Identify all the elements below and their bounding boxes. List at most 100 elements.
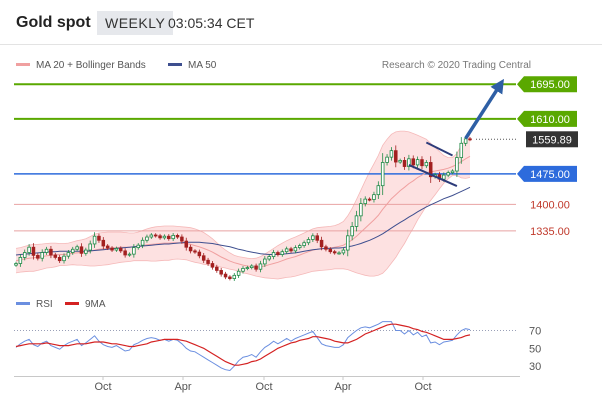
candle-down <box>332 251 337 254</box>
candle-up <box>398 160 402 163</box>
candle-down <box>468 138 472 141</box>
candle-up <box>337 252 341 255</box>
candle-down <box>184 240 189 248</box>
candle-up <box>372 194 376 200</box>
candle-up <box>293 247 298 252</box>
candle-up <box>376 185 381 196</box>
candle-up <box>311 235 315 240</box>
legend-rsi-label: RSI <box>36 299 53 310</box>
support-label: 1400.00 <box>530 199 570 211</box>
candle-up <box>455 157 459 172</box>
ma50-line <box>15 186 471 256</box>
rsi-axis-label: 30 <box>529 361 541 373</box>
pivot-tag <box>517 165 577 182</box>
period-selector[interactable]: WEEKLY <box>97 11 174 35</box>
candle-up <box>245 267 250 269</box>
bollinger-upper-line <box>15 130 471 260</box>
candle-down <box>31 246 36 256</box>
candle-up <box>459 142 464 158</box>
candle-down <box>223 273 228 278</box>
candle-down <box>101 239 106 247</box>
candle-up <box>407 158 411 167</box>
rsi-axis-label: 50 <box>529 343 541 355</box>
candle-down <box>428 162 433 178</box>
candle-down <box>105 245 110 249</box>
candle-up <box>88 243 92 251</box>
candle-down <box>420 159 424 167</box>
candle-down <box>289 248 293 252</box>
candle-up <box>380 162 385 187</box>
candle-up <box>241 268 245 272</box>
candle-down <box>119 248 123 252</box>
resistance-label: 1695.00 <box>530 79 570 91</box>
candle-down <box>319 239 324 248</box>
candle-down <box>97 235 101 241</box>
rsi-line <box>15 321 471 372</box>
candle-up <box>249 265 254 268</box>
candle-up <box>306 239 311 244</box>
candle-up <box>389 150 394 158</box>
candle-down <box>175 234 180 238</box>
candle-down <box>394 150 398 163</box>
x-axis-ticks: Oct Apr Oct Apr Oct <box>94 376 432 393</box>
candle-up <box>140 239 145 246</box>
candle-down <box>367 198 372 201</box>
candle-up <box>446 172 450 176</box>
candle-up <box>236 270 241 276</box>
rsi-panel: 70 50 30 <box>14 321 541 373</box>
candle-down <box>188 246 193 252</box>
legend-ma50-label: MA 50 <box>188 60 217 71</box>
candle-up <box>450 170 455 174</box>
candle-down <box>215 266 219 271</box>
legend-9ma-label: 9MA <box>85 299 106 310</box>
candle-down <box>53 254 58 258</box>
candle-up <box>149 234 154 238</box>
candle-down <box>315 235 319 241</box>
rsi-axis-label: 70 <box>529 325 541 337</box>
resistance-tag <box>517 110 577 127</box>
legend-upper: MA 20 + Bollinger Bands MA 50 <box>16 60 217 71</box>
candle-up <box>22 252 27 258</box>
lower-channel-trendline <box>408 163 458 188</box>
candle-up <box>171 234 175 240</box>
candle-up <box>40 252 44 259</box>
candle-up <box>127 253 132 256</box>
candle-up <box>359 203 363 217</box>
candle-up <box>62 255 66 262</box>
resistance-tag <box>517 76 577 93</box>
candle-up <box>346 235 350 251</box>
candle-up <box>66 252 71 257</box>
candle-up <box>415 159 420 166</box>
candle-down <box>193 250 197 253</box>
candle-down <box>402 160 407 167</box>
candle-down <box>254 265 258 270</box>
candle-up <box>341 249 346 254</box>
last-price-box <box>526 131 578 148</box>
candle-up <box>162 235 167 239</box>
candle-up <box>302 242 306 246</box>
x-tick-label: Oct <box>255 381 272 393</box>
x-tick-label: Oct <box>94 381 111 393</box>
candle-up <box>284 248 289 253</box>
candle-down <box>36 254 40 259</box>
resistance-label: 1610.00 <box>530 114 570 126</box>
legend-bollinger-swatch <box>16 63 30 66</box>
candle-up <box>84 249 88 254</box>
candle-down <box>201 255 206 261</box>
candle-down <box>324 246 328 250</box>
candle-up <box>354 215 359 227</box>
candle-up <box>363 198 367 205</box>
candle-up <box>232 274 237 279</box>
candle-down <box>411 158 416 166</box>
candle-up <box>258 263 263 270</box>
candle-down <box>197 251 202 257</box>
legend-9ma-swatch <box>65 302 79 305</box>
upper-channel-trendline <box>425 141 453 157</box>
candle-up <box>463 138 468 144</box>
x-tick-label: Apr <box>334 381 351 393</box>
candle-up <box>136 244 140 249</box>
candle-down <box>228 276 232 279</box>
candle-up <box>44 248 49 253</box>
projection-arrow <box>464 78 504 140</box>
